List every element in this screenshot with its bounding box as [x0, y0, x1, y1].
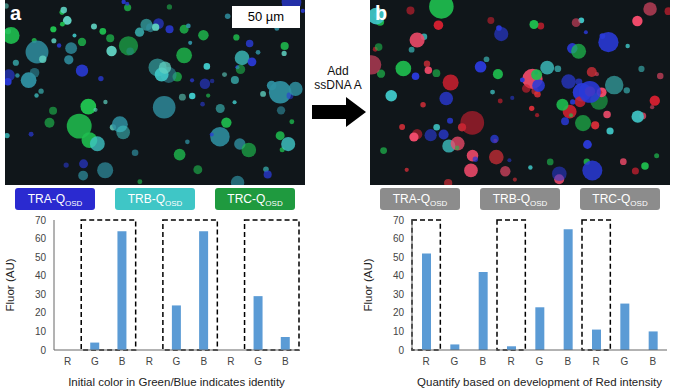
svg-text:40: 40: [35, 270, 47, 281]
svg-text:70: 70: [35, 215, 47, 226]
svg-text:B: B: [282, 356, 289, 367]
svg-text:R: R: [423, 356, 430, 367]
html-text:Add: Add: [327, 64, 349, 78]
svg-text:0: 0: [40, 345, 46, 356]
svg-text:Fluor (AU): Fluor (AU): [362, 258, 374, 311]
svg-text:R: R: [593, 356, 600, 367]
html-text:TRB-QOSD: TRB-QOSD: [127, 192, 183, 209]
html-text:TRC-QOSD: TRC-QOSD: [227, 192, 283, 209]
svg-text:R: R: [508, 356, 515, 367]
html-text:a: a: [10, 2, 22, 24]
svg-text:Quantify based on development: Quantify based on development of Red int…: [417, 376, 662, 388]
svg-text:G: G: [621, 356, 629, 367]
svg-text:Initial color in Green/Blue in: Initial color in Green/Blue indicates id…: [68, 376, 285, 388]
html-text:TRA-QOSD: TRA-QOSD: [392, 192, 448, 209]
svg-text:30: 30: [35, 289, 47, 300]
svg-text:G: G: [536, 356, 544, 367]
svg-text:G: G: [91, 356, 99, 367]
svg-text:60: 60: [35, 233, 47, 244]
html-text:TRC-QOSD: TRC-QOSD: [592, 192, 648, 209]
svg-text:10: 10: [393, 326, 405, 337]
svg-text:50: 50: [35, 252, 47, 263]
html-text:TRA-QOSD: TRA-QOSD: [27, 192, 83, 209]
svg-text:B: B: [200, 356, 207, 367]
svg-text:0: 0: [398, 345, 404, 356]
svg-text:10: 10: [35, 326, 47, 337]
svg-text:30: 30: [393, 289, 405, 300]
svg-text:20: 20: [35, 307, 47, 318]
svg-text:40: 40: [393, 270, 405, 281]
svg-text:B: B: [119, 356, 126, 367]
svg-text:R: R: [227, 356, 234, 367]
html-text:ssDNA A: ssDNA A: [314, 78, 362, 92]
svg-text:Fluor (AU): Fluor (AU): [4, 258, 16, 311]
svg-text:60: 60: [393, 233, 405, 244]
svg-text:R: R: [146, 356, 153, 367]
svg-text:G: G: [254, 356, 262, 367]
svg-text:B: B: [649, 356, 656, 367]
svg-text:20: 20: [393, 307, 405, 318]
svg-text:B: B: [479, 356, 486, 367]
svg-text:70: 70: [393, 215, 405, 226]
svg-text:G: G: [451, 356, 459, 367]
html-text:50 µm: 50 µm: [247, 9, 285, 24]
html-text:TRB-QOSD: TRB-QOSD: [492, 192, 548, 209]
svg-text:R: R: [64, 356, 71, 367]
html-text:b: b: [375, 2, 388, 24]
svg-text:G: G: [173, 356, 181, 367]
svg-text:50: 50: [393, 252, 405, 263]
svg-text:B: B: [564, 356, 571, 367]
